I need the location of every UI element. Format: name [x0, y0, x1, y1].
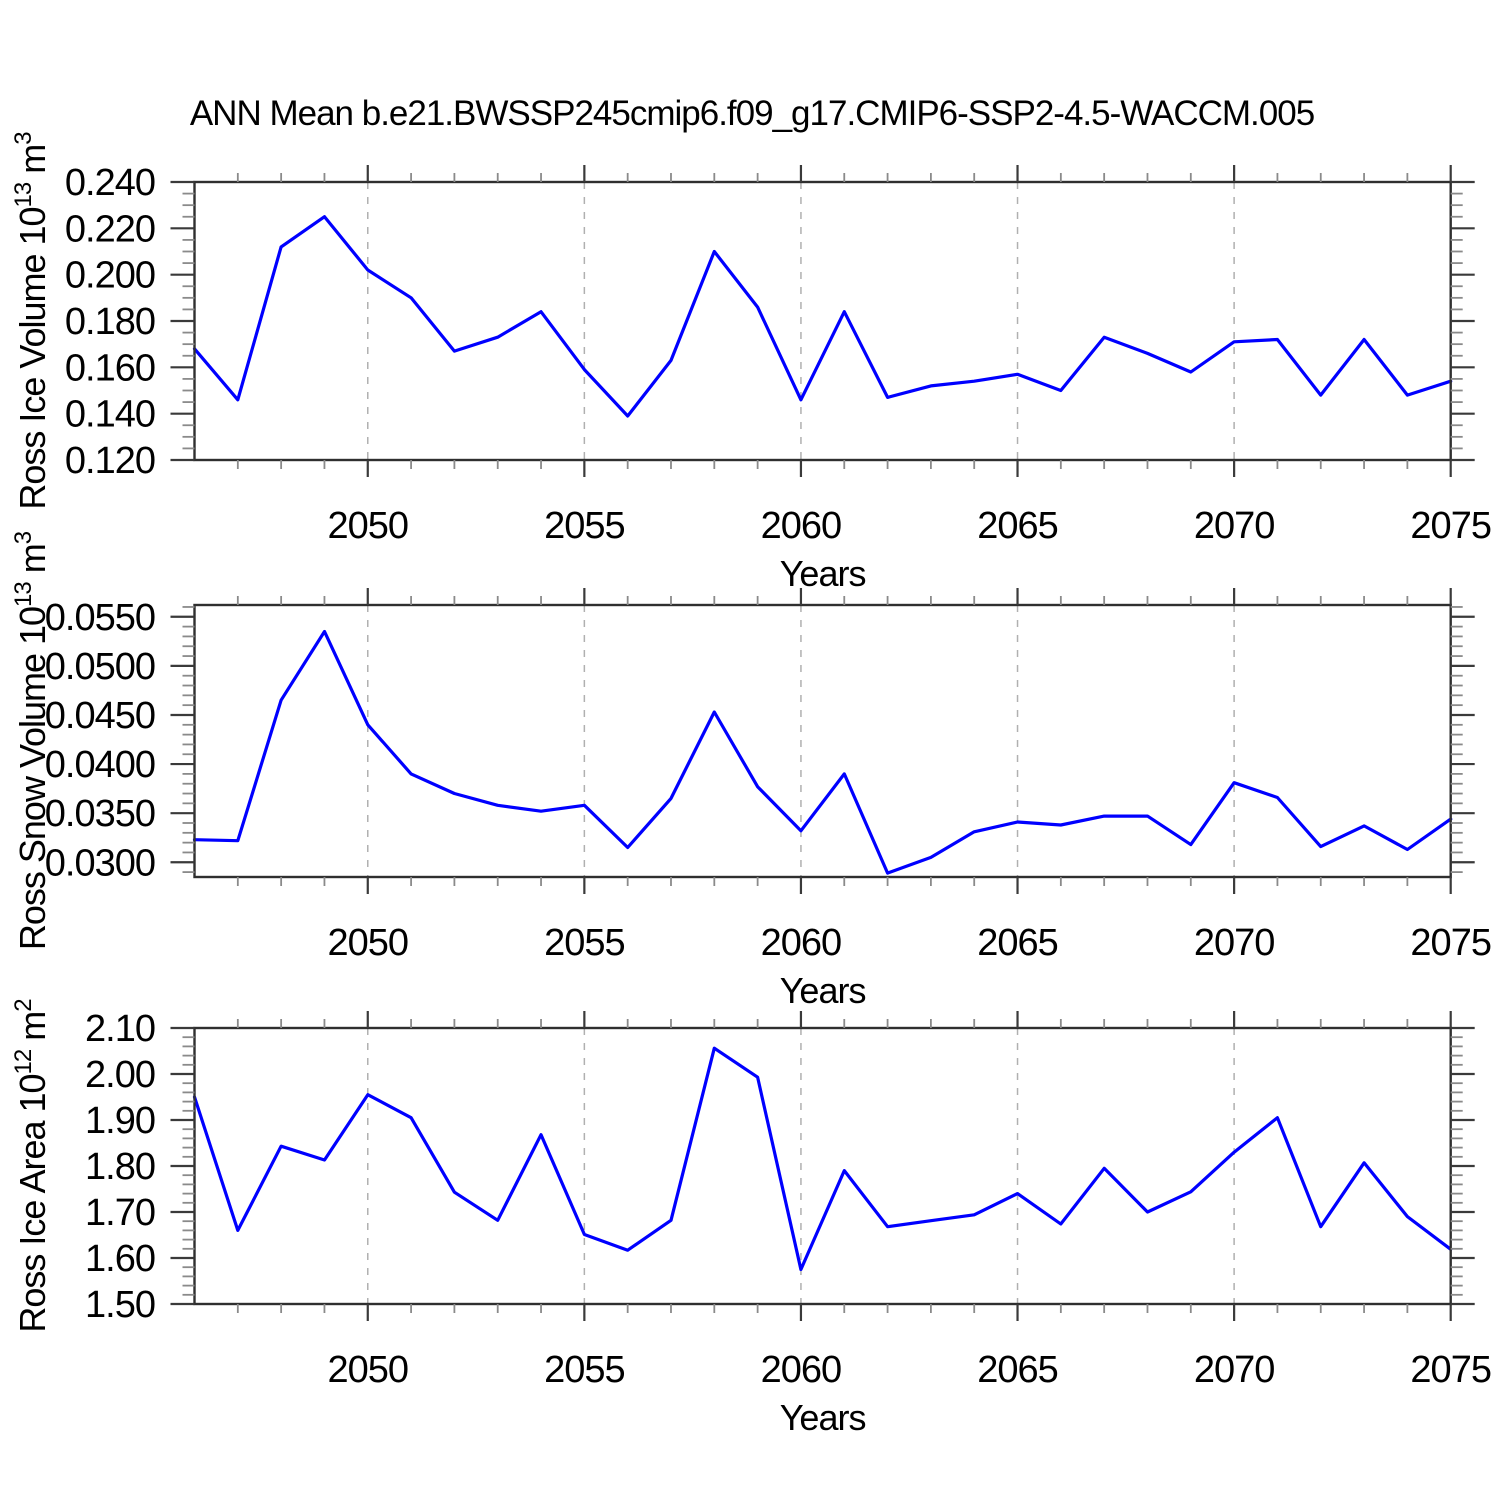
- y-tick-label: 1.90: [85, 1100, 155, 1142]
- x-tick-label: 2065: [977, 505, 1058, 547]
- x-axis-title: Years: [780, 553, 866, 594]
- x-tick-label: 2055: [544, 505, 625, 547]
- x-tick-label: 2070: [1194, 1349, 1275, 1391]
- y-axis-title: Ross Ice Area 1012​ m2​: [10, 999, 53, 1333]
- y-tick-label: 0.0350: [45, 793, 155, 835]
- x-tick-label: 2060: [761, 1349, 842, 1391]
- y-tick-label: 1.50: [85, 1284, 155, 1326]
- y-tick-label: 2.10: [85, 1008, 155, 1050]
- y-tick-label: 0.120: [65, 440, 155, 482]
- vertical-gridlines: [367, 1028, 1235, 1304]
- y-ticks: [170, 606, 1475, 873]
- panel-bottom: 2050 2055 2060 2065 2070 2075 2.102.001.901.80…: [10, 999, 1492, 1438]
- panel-middle: 2050 2055 2060 2065 2070 2075 0.0550 0.0500 0.04…: [10, 531, 1492, 1011]
- x-axis-title: Years: [780, 970, 866, 1011]
- y-tick-label: 0.180: [65, 301, 155, 343]
- x-ticks: [236, 1011, 1452, 1321]
- vertical-gridlines: [367, 605, 1235, 877]
- plot-frame: [193, 603, 1452, 879]
- y-ticks: [170, 1026, 1475, 1306]
- x-tick-label: 2075: [1410, 922, 1491, 964]
- x-tick-label: 2065: [977, 1349, 1058, 1391]
- y-tick-label: 2.00: [85, 1054, 155, 1096]
- x-tick-label: 2050: [327, 922, 408, 964]
- y-tick-label: 0.140: [65, 394, 155, 436]
- y-tick-label: 0.240: [65, 162, 155, 204]
- y-tick-label: 0.200: [65, 255, 155, 297]
- x-tick-label: 2055: [544, 922, 625, 964]
- plot-frame: [193, 1026, 1452, 1306]
- y-axis-title: Ross Snow Volume 1013​ m3​: [10, 531, 53, 950]
- data-line: [192, 629, 1453, 875]
- x-ticks: [236, 165, 1452, 477]
- x-tick-label: 2075: [1410, 505, 1491, 547]
- y-ticks: [170, 180, 1475, 462]
- y-tick-label: 0.0400: [45, 744, 155, 786]
- y-tick-label: 0.0500: [45, 646, 155, 688]
- y-tick-label: 0.0550: [45, 597, 155, 639]
- x-ticks: [236, 588, 1452, 894]
- x-tick-label: 2070: [1194, 922, 1275, 964]
- plot-frame: [193, 180, 1452, 462]
- x-tick-label: 2060: [761, 922, 842, 964]
- y-tick-label: 1.60: [85, 1238, 155, 1280]
- vertical-gridlines: [367, 182, 1235, 460]
- y-tick-label: 1.80: [85, 1146, 155, 1188]
- y-tick-label: 0.0450: [45, 695, 155, 737]
- x-tick-label: 2070: [1194, 505, 1275, 547]
- panel-top: 2050 2055 2060 2065 2070 20750.2400.2200.2000…: [10, 132, 1492, 594]
- y-tick-label: 0.0300: [45, 842, 155, 884]
- x-tick-label: 2075: [1410, 1349, 1491, 1391]
- y-tick-label: 0.160: [65, 347, 155, 389]
- y-tick-label: 0.220: [65, 208, 155, 250]
- data-line: [192, 215, 1453, 418]
- x-axis-title: Years: [780, 1397, 866, 1438]
- data-line: [192, 1046, 1453, 1272]
- x-tick-label: 2060: [761, 505, 842, 547]
- chart-panels: 2050 2055 2060 2065 2070 20750.2400.2200.2000…: [10, 132, 1492, 1438]
- x-tick-label: 2055: [544, 1349, 625, 1391]
- x-tick-label: 2065: [977, 922, 1058, 964]
- x-tick-label: 2050: [327, 505, 408, 547]
- y-tick-label: 1.70: [85, 1192, 155, 1234]
- y-axis-title: Ross Ice Volume 1013​ m3​: [10, 132, 53, 510]
- x-tick-label: 2050: [327, 1349, 408, 1391]
- figure-title: ANN Mean b.e21.BWSSP245cmip6.f09_g17.CMI…: [190, 94, 1314, 133]
